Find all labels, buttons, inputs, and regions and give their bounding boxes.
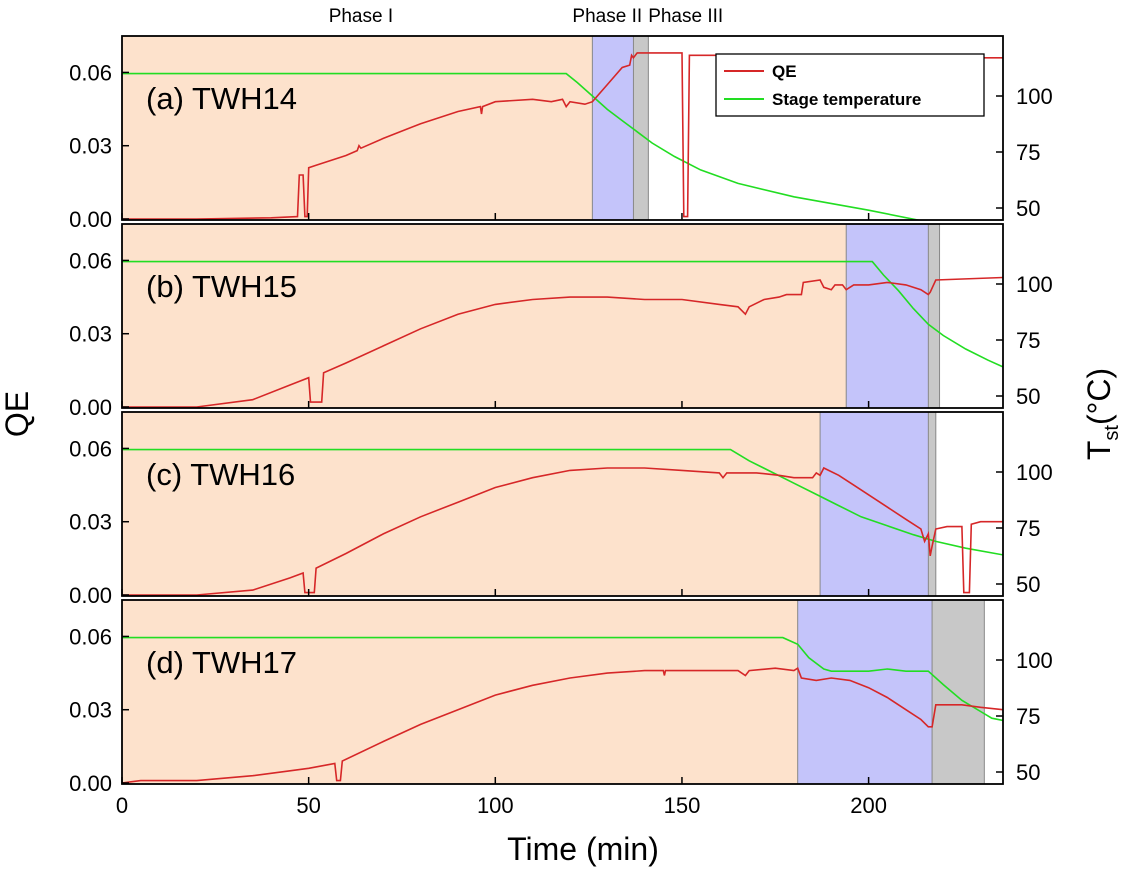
qe-line: [122, 276, 1003, 408]
temp-tick-label: 75: [1016, 516, 1040, 541]
y-axis-title-right: Tst(°C): [1081, 368, 1123, 460]
panel-a: 0.00 0.03 0.06 50 75 100 (a) TWH14 QE Stage temp…: [69, 35, 1053, 232]
panel-b: 0.00 0.03 0.06 50 75 100 (b) TWH15: [69, 223, 1053, 420]
temp-tick-label: 50: [1016, 384, 1040, 409]
x-tick-label: 0: [116, 793, 128, 818]
qe-tick-label: 0.00: [69, 771, 112, 796]
temp-tick-label: 50: [1016, 760, 1040, 785]
qe-tick-label: 0.06: [69, 60, 112, 85]
phase-region-3: [633, 36, 649, 220]
temp-tick-label: 100: [1016, 648, 1053, 673]
phase-region-2: [820, 412, 929, 596]
phase-region-2: [592, 36, 634, 220]
y-axis-title-right-sub: st: [1101, 425, 1123, 441]
x-tick-label: 50: [296, 793, 320, 818]
qe-line: [122, 52, 1003, 220]
panel-label: (a) TWH14: [146, 81, 297, 116]
temp-tick-label: 100: [1016, 460, 1053, 485]
panel-c: 0.00 0.03 0.06 50 75 100 (c) TWH16: [69, 411, 1053, 608]
phase-region-1: [122, 36, 593, 220]
phase-region-3: [932, 600, 985, 784]
temperature-line: [122, 260, 1003, 368]
qe-line: [122, 666, 1003, 784]
temperature-line: [122, 636, 1003, 722]
x-axis-title: Time (min): [507, 831, 659, 867]
phase-region-1: [122, 600, 798, 784]
y-axis-title-right-unit: (°C): [1081, 368, 1117, 425]
x-tick-label: 200: [850, 793, 887, 818]
temp-tick-label: 50: [1016, 196, 1040, 221]
qe-tick-label: 0.00: [69, 395, 112, 420]
temperature-line: [122, 448, 1003, 556]
legend-box: [715, 53, 985, 117]
phase-region-3: [928, 412, 936, 596]
temp-tick-label: 75: [1016, 328, 1040, 353]
panel-d: 0.00 0.03 0.06 50 75 100 (d) TWH17: [69, 599, 1053, 796]
qe-tick-label: 0.03: [69, 134, 112, 159]
qe-tick-label: 0.03: [69, 510, 112, 535]
x-tick-label: 100: [477, 793, 514, 818]
phase-region-2: [797, 600, 933, 784]
panel-frame: [121, 599, 1004, 785]
phase-region-1: [122, 412, 821, 596]
phase-region-3: [928, 224, 940, 408]
y-axis-title-left: QE: [0, 391, 35, 437]
legend-label: Stage temperature: [772, 90, 921, 109]
phase-label: Phase I: [329, 6, 393, 27]
qe-tick-label: 0.03: [69, 322, 112, 347]
panels: 0.00 0.03 0.06 50 75 100 (a) TWH14 QE Stage temp…: [69, 35, 1053, 796]
phase-label: Phase II: [572, 6, 642, 27]
panel-frame: [121, 35, 1004, 221]
temp-tick-label: 75: [1016, 704, 1040, 729]
qe-tick-label: 0.00: [69, 583, 112, 608]
temp-tick-label: 50: [1016, 572, 1040, 597]
panel-label: (d) TWH17: [146, 645, 297, 680]
phase-region-2: [846, 224, 929, 408]
temp-tick-label: 75: [1016, 140, 1040, 165]
panel-label: (b) TWH15: [146, 269, 297, 304]
phase-region-1: [122, 224, 847, 408]
panel-frame: [121, 223, 1004, 409]
qe-tick-label: 0.06: [69, 436, 112, 461]
phase-labels: Phase I Phase II Phase III: [329, 6, 723, 27]
phase-label: Phase III: [648, 6, 723, 27]
legend-label: QE: [772, 62, 797, 81]
temp-tick-label: 100: [1016, 84, 1053, 109]
temp-tick-label: 100: [1016, 272, 1053, 297]
panel-frame: [121, 411, 1004, 597]
legend: QE Stage temperature: [715, 53, 985, 117]
qe-tick-label: 0.03: [69, 698, 112, 723]
panel-label: (c) TWH16: [146, 457, 295, 492]
qe-tick-label: 0.06: [69, 248, 112, 273]
temperature-line: [122, 72, 922, 220]
x-tick-label: 150: [664, 793, 701, 818]
qe-tick-label: 0.06: [69, 624, 112, 649]
y-axis-title-right-main: T: [1081, 441, 1117, 461]
x-axis-ticks: 0 50 100 150 200: [116, 793, 887, 818]
qe-tick-label: 0.00: [69, 207, 112, 232]
qe-line: [122, 466, 1003, 596]
